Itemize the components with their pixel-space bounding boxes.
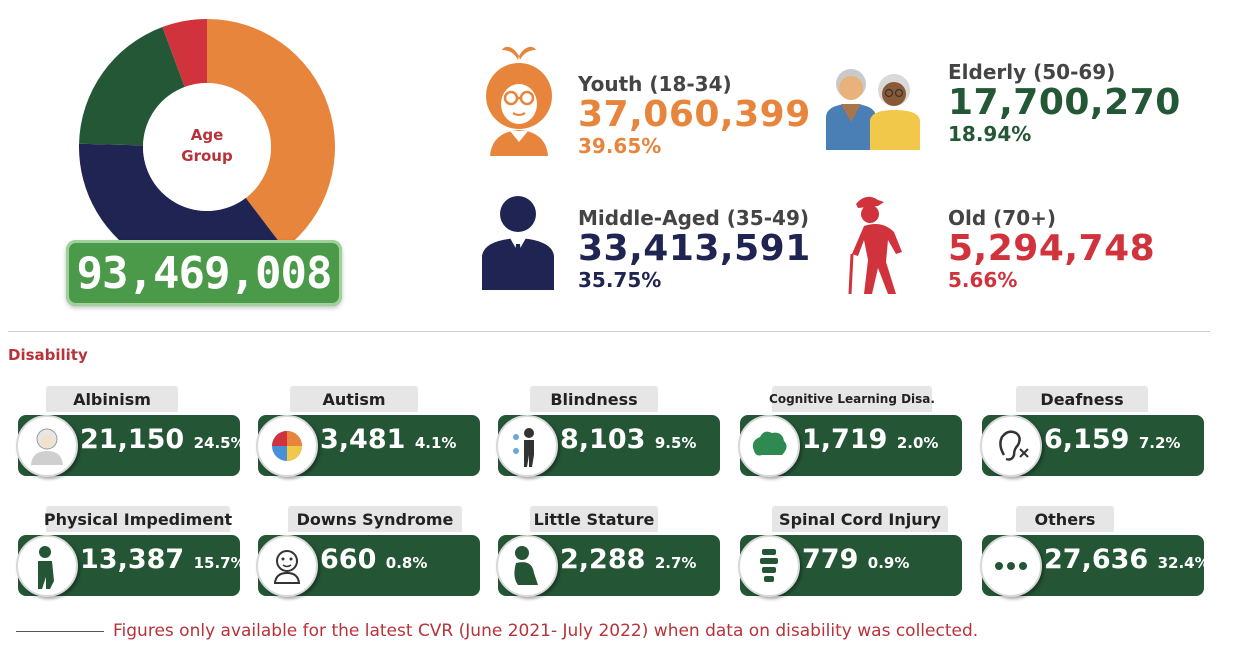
disability-pct: 0.9% [867,554,910,572]
puzzle-icon [256,415,318,477]
disability-label: Autism [290,386,418,412]
disability-card: Autism 3,481 4.1% [256,386,483,477]
person-icon [16,535,78,597]
middle-aged-pct: 35.75% [578,268,662,292]
disability-value: 21,150 24.5% [80,424,246,455]
disability-pct: 2.0% [896,434,939,452]
elderly-couple-icon [826,69,920,150]
disability-value: 3,481 4.1% [320,424,457,455]
disability-card: Physical Impediment 13,387 15.7% [16,506,246,597]
disability-label: Physical Impediment [44,506,232,532]
disability-pct: 4.1% [414,434,457,452]
disability-value: 8,103 9.5% [560,424,697,455]
disability-pct: 24.5% [193,434,246,452]
spine-icon [738,535,800,597]
disability-pct: 7.2% [1138,434,1181,452]
section-divider [8,331,1210,332]
disability-label: Deafness [1016,386,1148,412]
disability-card: Little Stature 2,288 2.7% [496,506,723,597]
elderly-pct: 18.94% [948,122,1032,146]
disability-label: Albinism [46,386,178,412]
donut-slice-elderly [79,27,185,146]
elderly-label: Elderly (50-69) [948,60,1116,84]
donut-slice-youth [207,19,335,249]
donut-center-label-1: Age [191,126,224,144]
disability-card: Albinism 21,150 24.5% [16,386,246,477]
total-population: 93,469,008 [66,240,342,306]
youth-icon [486,46,552,156]
dots-icon [980,535,1042,597]
elderly-value: 17,700,270 [948,82,1181,123]
old-label: Old (70+) [948,206,1057,230]
middle-aged-value: 33,413,591 [578,228,811,269]
blind-person-icon [496,415,558,477]
disability-value: 1,719 2.0% [802,424,939,455]
disability-card: Downs Syndrome 660 0.8% [256,506,483,597]
deaf-ear-icon [980,415,1042,477]
albino-person-icon [16,415,78,477]
disability-pct: 15.7% [193,554,246,572]
disability-label: Spinal Cord Injury [772,506,948,532]
disability-value: 27,636 32.4% [1044,544,1210,575]
youth-pct: 39.65% [578,134,662,158]
middle-aged-label: Middle-Aged (35-49) [578,206,809,230]
disability-label: Cognitive Learning Disa. [769,386,935,412]
disability-title: Disability [8,346,88,364]
donut-slice-old [162,19,207,88]
donut-hole [143,83,271,211]
disability-card: Blindness 8,103 9.5% [496,386,723,477]
old-person-cane-icon [848,196,902,295]
donut-center-label-2: Group [181,147,233,165]
sitting-person-icon [496,535,558,597]
age-group-donut-chart: Age Group [79,19,335,275]
footnote-rule [16,631,104,632]
disability-pct: 9.5% [654,434,697,452]
disability-label: Little Stature [530,506,658,532]
disability-label: Downs Syndrome [288,506,462,532]
businessman-icon [482,196,554,290]
disability-value: 13,387 15.7% [80,544,246,575]
old-pct: 5.66% [948,268,1018,292]
disability-card: Others 27,636 32.4% [980,506,1210,597]
disability-pct: 32.4% [1157,554,1210,572]
disability-value: 6,159 7.2% [1044,424,1181,455]
youth-value: 37,060,399 [578,94,811,135]
disability-card: Cognitive Learning Disa. 1,719 2.0% [738,386,965,477]
disability-pct: 0.8% [385,554,428,572]
brain-icon [738,415,800,477]
disability-card: Deafness 6,159 7.2% [980,386,1207,477]
disability-card: Spinal Cord Injury 779 0.9% [738,506,965,597]
old-value: 5,294,748 [948,228,1156,269]
disability-pct: 2.7% [654,554,697,572]
face-icon [256,535,318,597]
disability-value: 660 0.8% [320,544,428,575]
disability-label: Others [1016,506,1114,532]
disability-label: Blindness [530,386,658,412]
youth-label: Youth (18-34) [578,72,732,96]
disability-value: 2,288 2.7% [560,544,697,575]
disability-value: 779 0.9% [802,544,910,575]
footnote: Figures only available for the latest CV… [113,621,979,641]
